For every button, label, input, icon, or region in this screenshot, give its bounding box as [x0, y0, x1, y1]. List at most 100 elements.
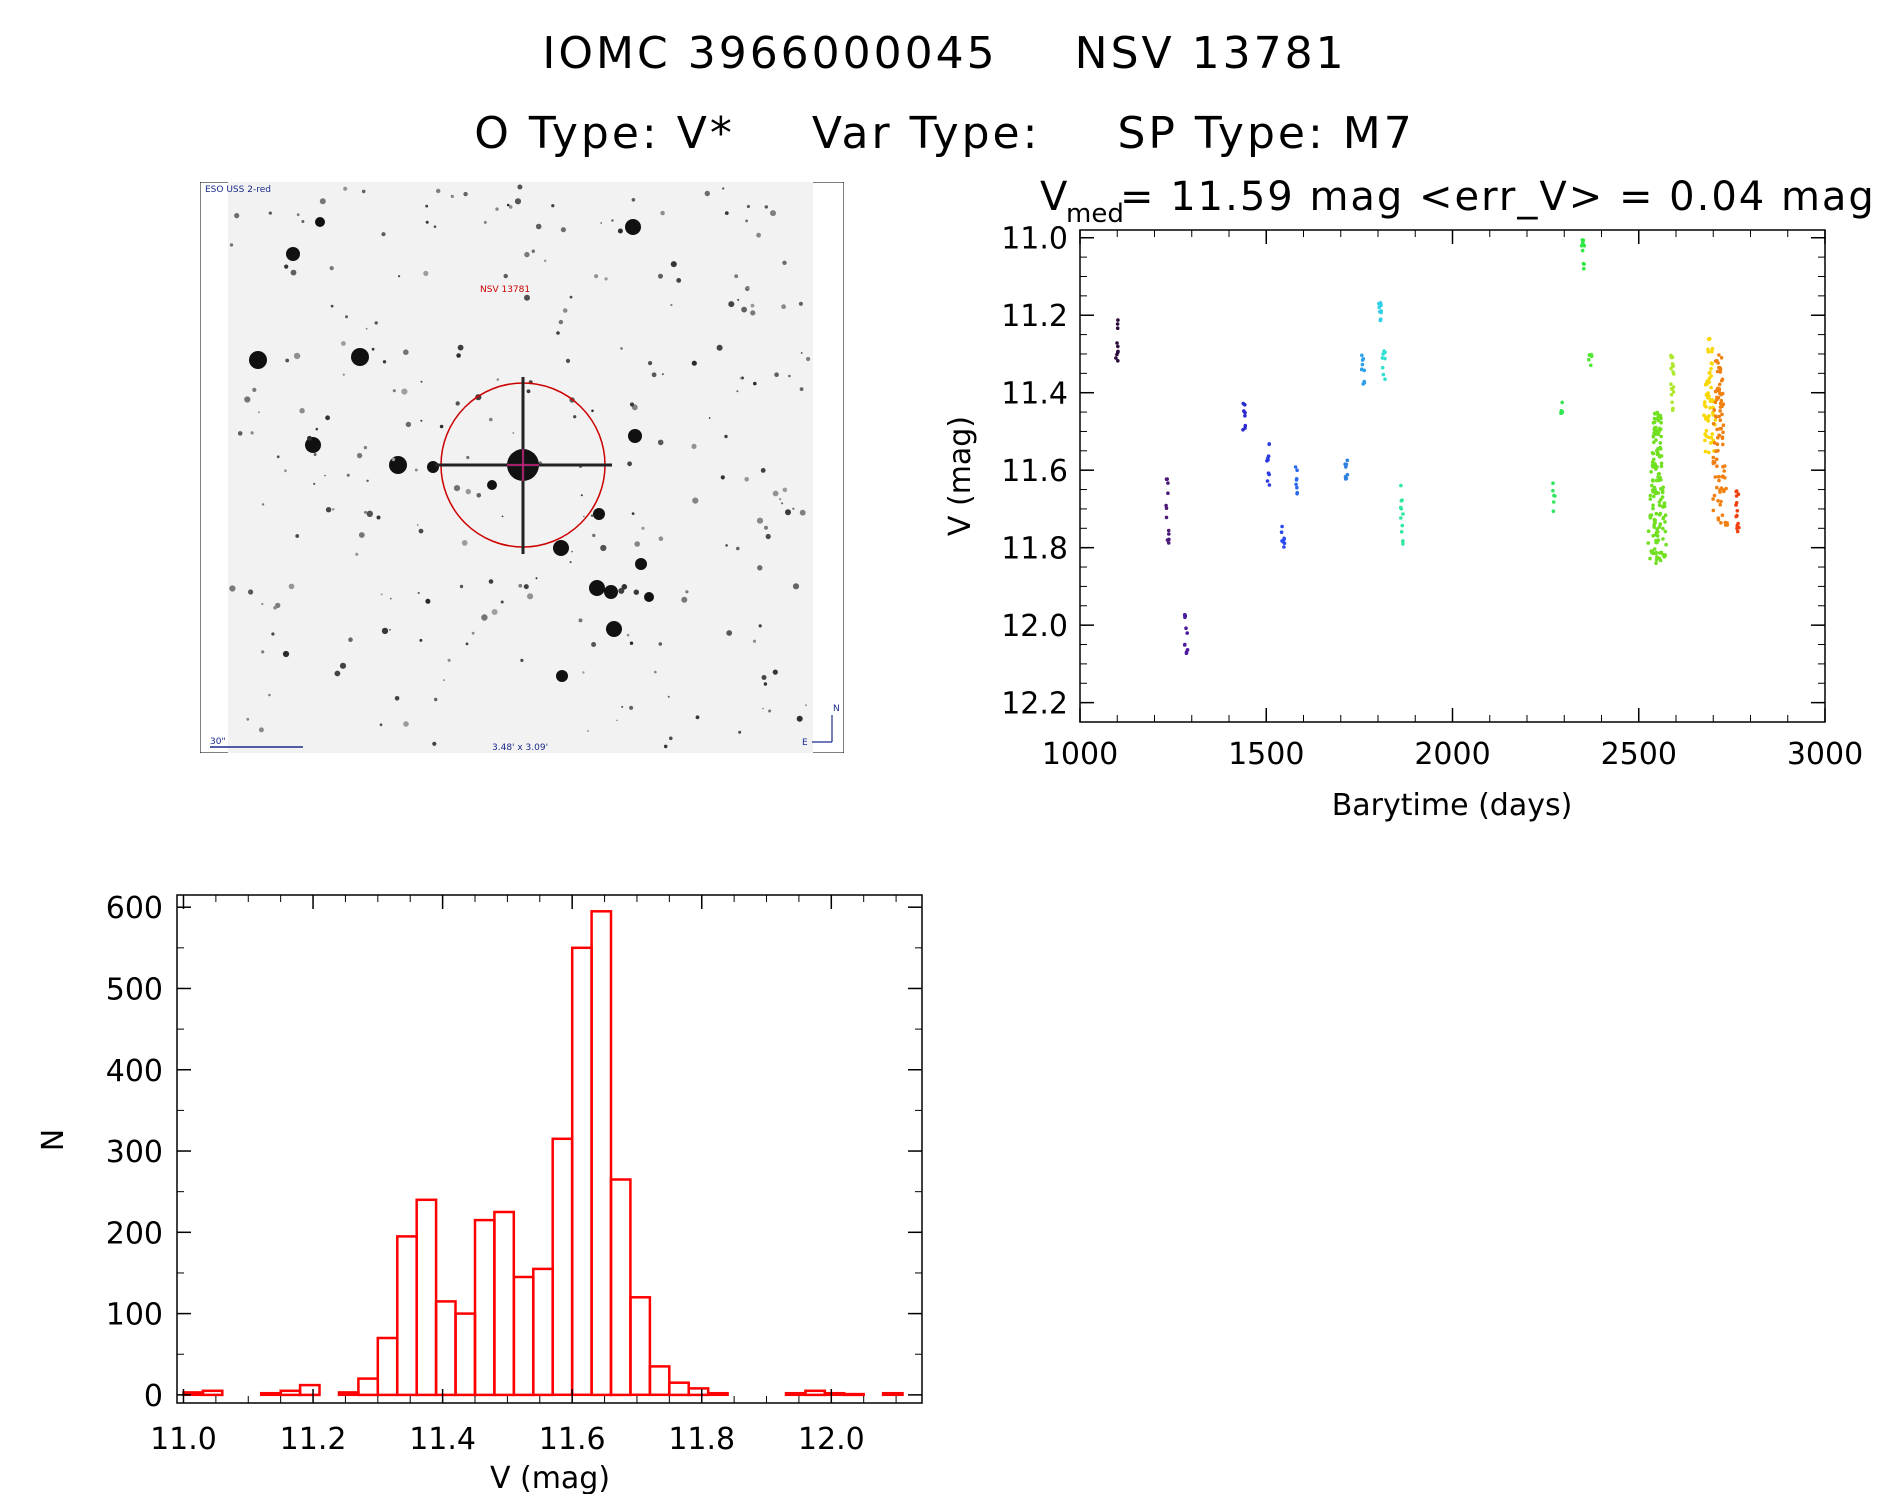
- star: [569, 561, 572, 564]
- lc-point: [1718, 427, 1722, 431]
- star: [379, 723, 383, 727]
- lc-point: [1164, 503, 1168, 508]
- star: [660, 210, 665, 216]
- star: [765, 533, 771, 540]
- star: [342, 373, 345, 376]
- lc-title-v: V: [1040, 174, 1068, 220]
- star: [629, 705, 634, 710]
- hist-ytick-label: 300: [106, 1135, 163, 1170]
- star: [284, 469, 287, 473]
- star: [361, 189, 366, 194]
- star: [737, 298, 740, 301]
- star: [662, 373, 664, 376]
- lc-point: [1282, 537, 1286, 541]
- star: [635, 558, 647, 570]
- lc-point: [1720, 475, 1724, 479]
- star: [276, 455, 280, 459]
- lc-point: [1279, 530, 1284, 534]
- lc-point: [1399, 506, 1404, 511]
- lc-point: [1720, 378, 1724, 383]
- lc-point: [1713, 414, 1718, 418]
- lc-point: [1166, 528, 1171, 533]
- star: [423, 270, 429, 276]
- lc-point: [1718, 370, 1723, 374]
- var-type: Var Type:: [811, 108, 1041, 159]
- lc-point: [1713, 400, 1718, 405]
- star: [556, 670, 568, 682]
- lc-point: [1114, 356, 1118, 360]
- east-label: E: [802, 738, 808, 748]
- lc-point: [1551, 509, 1556, 513]
- star: [761, 675, 767, 680]
- lc-point: [1664, 542, 1668, 547]
- lc-point: [1655, 527, 1659, 531]
- lc-point: [1660, 495, 1665, 499]
- lc-xlabel: Barytime (days): [1332, 788, 1573, 823]
- lc-point: [1582, 266, 1586, 271]
- lc-point: [1282, 541, 1287, 546]
- lc-point: [1164, 506, 1169, 511]
- star: [358, 532, 365, 538]
- lc-point: [1282, 545, 1286, 549]
- lc-xtick-label: 3000: [1787, 737, 1863, 772]
- scale-label: 30": [210, 737, 226, 747]
- lc-point: [1671, 406, 1675, 411]
- lc-point: [1715, 464, 1719, 469]
- lc-point: [1735, 529, 1740, 534]
- lc-point: [1184, 626, 1188, 630]
- star: [442, 679, 445, 682]
- star: [798, 301, 804, 306]
- star: [535, 223, 542, 230]
- lc-point: [1646, 529, 1651, 533]
- star: [491, 609, 498, 615]
- star: [346, 473, 350, 477]
- star: [670, 303, 673, 307]
- lc-point: [1653, 432, 1658, 437]
- lc-point: [1646, 541, 1650, 545]
- star: [720, 475, 725, 480]
- star: [237, 431, 243, 436]
- lc-point: [1734, 494, 1739, 498]
- star: [453, 485, 461, 492]
- lc-point: [1243, 426, 1247, 430]
- lc-point: [1652, 457, 1656, 462]
- hist-bar: [396, 1235, 418, 1397]
- lc-point: [1343, 477, 1348, 481]
- light-curve-chart: V med = 11.59 mag <err_V> = 0.04 mag 100…: [943, 174, 1874, 823]
- lc-point: [1399, 530, 1404, 534]
- lc-point: [1655, 451, 1660, 456]
- lc-point: [1717, 387, 1722, 391]
- hist-bar: [376, 1336, 399, 1397]
- star: [261, 602, 264, 606]
- lc-point: [1280, 524, 1284, 529]
- star: [463, 191, 468, 197]
- lc-point: [1705, 379, 1710, 383]
- lc-point: [1723, 520, 1728, 525]
- lc-plot-frame: [1079, 229, 1826, 723]
- north-label: N: [833, 704, 840, 714]
- lc-point: [1166, 481, 1170, 485]
- star: [633, 589, 639, 595]
- star: [389, 628, 391, 631]
- star: [553, 540, 569, 556]
- lc-point: [1722, 469, 1726, 473]
- star: [736, 546, 740, 551]
- star: [708, 417, 711, 419]
- star: [246, 717, 250, 721]
- lc-point: [1182, 643, 1187, 647]
- object-type: O Type: V*: [474, 108, 735, 159]
- hist-bar: [434, 1300, 457, 1397]
- star: [611, 219, 614, 222]
- lc-point: [1359, 367, 1364, 372]
- lc-point: [1651, 420, 1656, 425]
- lc-point: [1295, 490, 1299, 495]
- lc-point: [1551, 488, 1555, 493]
- star: [562, 308, 568, 313]
- star: [381, 627, 389, 635]
- hist-bar: [629, 1296, 652, 1397]
- star: [704, 190, 710, 197]
- lc-point: [1580, 248, 1585, 253]
- star: [299, 408, 305, 414]
- lc-point: [1703, 432, 1707, 436]
- hist-bar: [532, 1267, 554, 1397]
